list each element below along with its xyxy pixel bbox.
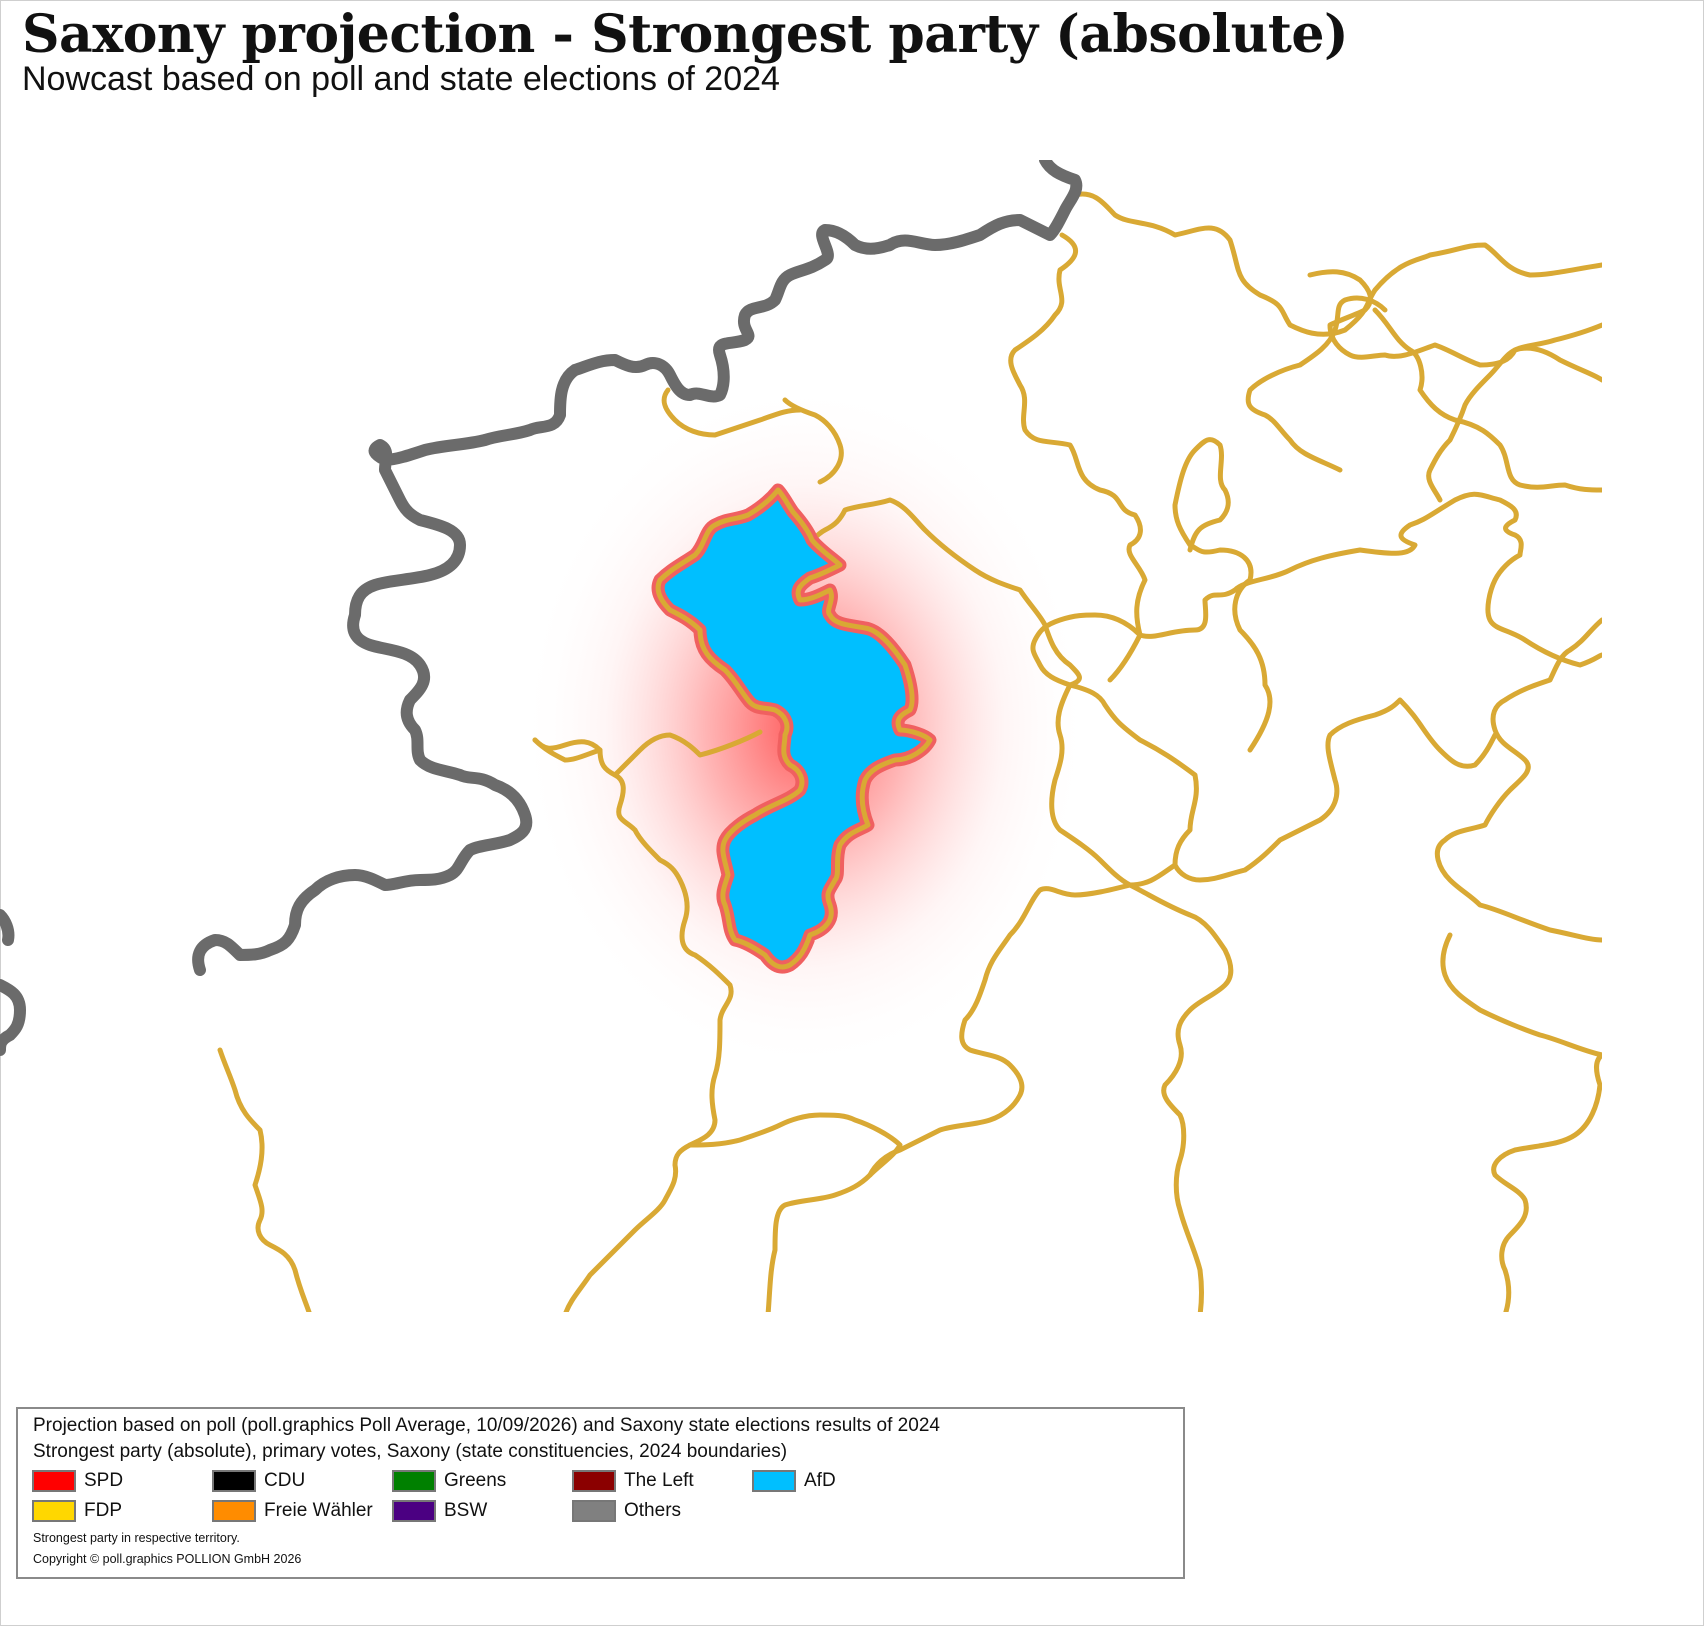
constituency-boundary [1127,882,1234,1312]
constituency-boundary [782,397,844,485]
constituency-boundaries [217,191,1602,1312]
legend-label: CDU [264,1470,306,1491]
legend-label: AfD [804,1470,836,1491]
state-border [0,979,27,1056]
constituency-boundary [1072,191,1602,337]
constituency-boundary [661,387,803,438]
legend-label: The Left [624,1470,694,1491]
legend-note: Strongest party in respective territory. [33,1531,240,1545]
afd-constituency-border [655,487,933,970]
constituency-boundary [612,729,763,778]
copyright-note: Copyright © poll.graphics POLLION GmbH 2… [33,1552,302,1566]
constituency-boundary [1172,437,1273,753]
legend-swatch [572,1470,616,1492]
constituency-boundary [1008,232,1148,638]
constituency-boundary [765,862,1178,1312]
legend-label: SPD [84,1470,124,1491]
constituency-boundary [1067,682,1498,883]
legend-swatch [32,1470,76,1492]
constituency-map[interactable] [0,160,1704,1315]
constituency-boundary [1307,269,1602,383]
legend-label: Others [624,1500,682,1521]
constituency-boundary [1137,491,1602,668]
constituency-boundary [532,737,603,763]
legend-label: Freie Wähler [264,1500,373,1521]
legend-label: BSW [444,1500,488,1521]
constituency-boundary [1440,932,1602,1058]
legend-swatch [32,1500,76,1522]
constituency-boundary [532,737,734,1148]
constituency-boundary [1434,617,1602,943]
constituency-boundary [1245,295,1388,473]
state-border [192,160,1083,976]
legend-source-line: Projection based on poll (poll.graphics … [33,1415,940,1436]
legend-label: FDP [84,1500,122,1521]
state-border [0,909,15,946]
constituency-boundary [767,497,1133,888]
map-subtitle: Nowcast based on poll and state election… [22,60,780,98]
legend-label: Greens [444,1470,507,1491]
legend-swatch [392,1470,436,1492]
constituency-boundary [1426,322,1602,503]
constituency-boundary [1372,307,1602,493]
legend-swatch [752,1470,796,1492]
legend-box: Projection based on poll (poll.graphics … [16,1407,1185,1579]
legend-swatch [392,1500,436,1522]
constituency-boundary [1491,1052,1602,1312]
map-title: Saxony projection - Strongest party (abs… [22,4,1349,65]
constituency-boundary [217,1047,312,1312]
legend-description-line: Strongest party (absolute), primary vote… [33,1441,788,1462]
legend-swatch [212,1500,256,1522]
legend-swatch [572,1500,616,1522]
constituency-boundary [1030,612,1143,688]
legend-swatch [212,1470,256,1492]
constituency-boundary [563,1112,903,1312]
